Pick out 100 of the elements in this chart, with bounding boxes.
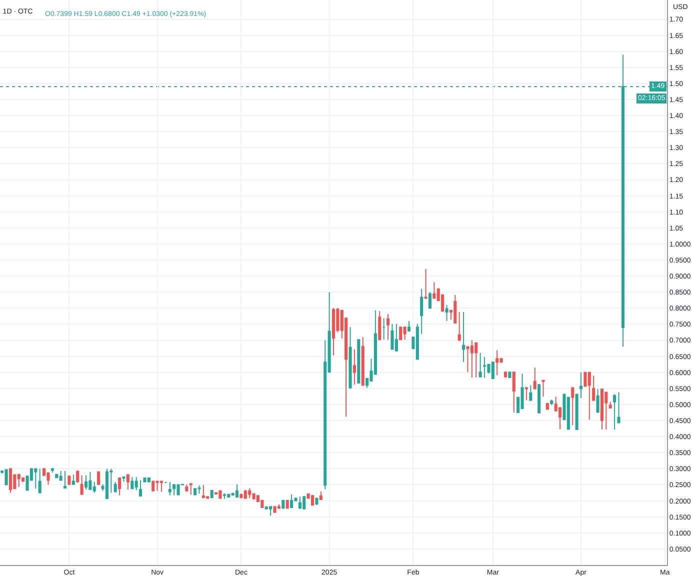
candlestick [34, 468, 38, 490]
candlestick [194, 488, 197, 496]
candlestick [604, 392, 608, 430]
candlestick [185, 484, 188, 492]
candlestick [357, 339, 360, 384]
candlestick [386, 313, 390, 340]
candlestick [248, 488, 252, 499]
candlestick [352, 348, 356, 386]
candlestick [147, 478, 150, 482]
candlestick [390, 323, 394, 350]
candlestick [273, 506, 276, 513]
candlestick [152, 480, 155, 492]
candlestick [420, 288, 424, 334]
candlestick [579, 372, 583, 399]
candlestick [76, 470, 80, 482]
candlestick [319, 490, 322, 500]
candlestick [97, 471, 100, 485]
candlestick [588, 372, 591, 420]
candlestick [118, 478, 122, 496]
candlestick [478, 352, 482, 378]
candlestick [311, 494, 314, 506]
candlestick [302, 496, 306, 510]
candlestick [407, 320, 411, 332]
candlestick [617, 392, 620, 424]
candlestick [394, 323, 398, 352]
candlestick [46, 472, 50, 486]
candlestick [348, 326, 352, 390]
candlestick [88, 471, 92, 490]
candlestick [139, 480, 142, 496]
candlestick [416, 323, 419, 360]
candlestick [227, 494, 230, 498]
candlestick [608, 401, 612, 409]
candlestick [80, 474, 84, 495]
candlestick [474, 342, 478, 378]
candlestick [210, 490, 214, 498]
candlestick [218, 490, 222, 500]
candlestick [571, 387, 574, 426]
candlestick [470, 340, 474, 378]
candlestick [378, 310, 382, 340]
candlestick [361, 336, 364, 386]
candlestick [63, 470, 67, 488]
candlestick [600, 388, 604, 430]
candlestick [454, 294, 457, 324]
candlestick [592, 375, 596, 401]
candlestick [38, 468, 42, 494]
candlestick [496, 350, 499, 376]
candlestick [529, 384, 532, 401]
candlestick [168, 481, 172, 496]
candlestick [4, 469, 8, 486]
candlestick [17, 474, 20, 488]
candlestick [59, 470, 62, 481]
candlestick [68, 476, 71, 485]
candlestick [235, 484, 239, 498]
candlestick [298, 496, 302, 510]
candlestick [432, 282, 436, 299]
candlestick [550, 399, 554, 406]
candlestick [8, 468, 12, 494]
candlestick [462, 312, 466, 363]
candlestick [542, 380, 545, 398]
candlestick [222, 492, 226, 500]
candlestick [202, 484, 205, 498]
candlestick [189, 483, 192, 496]
candlestick [172, 484, 176, 496]
candlestick [575, 394, 578, 430]
candlestick [126, 474, 130, 490]
candlestick [332, 308, 336, 356]
candlestick [240, 494, 243, 498]
candlestick [282, 500, 285, 510]
candlestick [508, 372, 512, 378]
candlestick [55, 474, 58, 478]
candlestick [399, 326, 402, 340]
candlestick [504, 372, 508, 378]
candlestick [269, 506, 272, 516]
candlestick [143, 478, 146, 482]
candlestick [156, 480, 159, 492]
candlestick [50, 468, 54, 474]
candlestick [277, 504, 280, 510]
candlestick [491, 362, 494, 379]
candlestick [520, 373, 524, 410]
candlestick [458, 312, 461, 341]
candlestick [114, 481, 117, 492]
candlestick [160, 480, 164, 492]
candlestick [538, 384, 541, 414]
candlestick [428, 292, 432, 309]
candlestick [134, 476, 138, 491]
candlestick [244, 490, 247, 500]
candlestick [524, 387, 528, 401]
candlestick [105, 468, 108, 500]
candlestick [130, 476, 134, 490]
candlestick [198, 484, 201, 494]
candlestick [533, 367, 536, 390]
candlestick [176, 484, 180, 496]
candlestick [403, 326, 406, 340]
candlestick [482, 356, 486, 378]
candlestick [613, 394, 616, 430]
candlestick [122, 476, 126, 482]
candlestick [315, 498, 318, 506]
candlestick [72, 474, 75, 485]
candlestick [445, 304, 448, 322]
candlestick [546, 403, 549, 410]
